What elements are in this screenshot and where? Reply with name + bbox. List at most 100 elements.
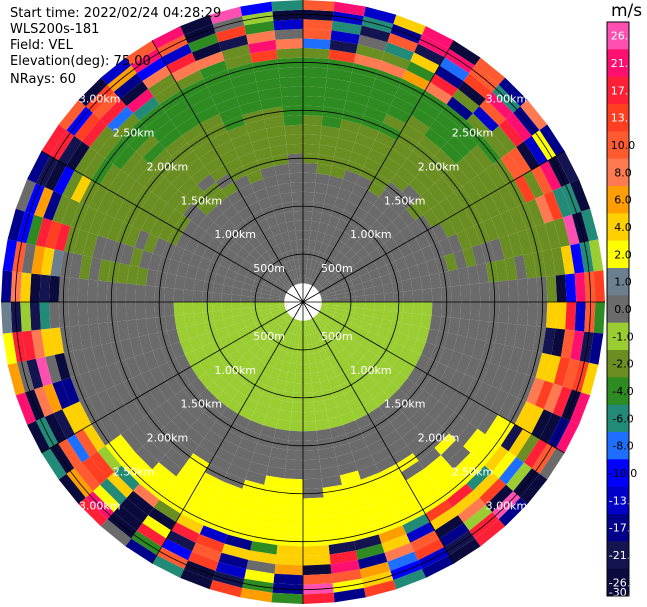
gate-cell [390, 342, 404, 358]
gate-cell [184, 158, 205, 178]
gate-cell [380, 273, 393, 286]
gate-cell [193, 242, 208, 258]
gate-cell [469, 405, 490, 429]
gate-cell [407, 433, 429, 454]
gate-cell [274, 163, 290, 176]
gate-cell [303, 0, 335, 12]
gate-cell [242, 350, 255, 363]
gate-cell [170, 245, 185, 263]
gate-cell [232, 279, 244, 290]
gate-cell [349, 338, 362, 351]
gate-cell [351, 241, 364, 254]
gate-cell [527, 302, 538, 327]
gate-cell [466, 113, 492, 139]
gate-cell [140, 213, 158, 234]
gate-cell [92, 484, 121, 513]
gate-cell [424, 455, 448, 477]
gate-cell [268, 456, 287, 469]
gate-cell [326, 304, 337, 309]
gate-cell [265, 276, 276, 286]
gate-cell [331, 569, 362, 584]
gate-cell [204, 429, 224, 448]
gate-cell [303, 430, 318, 442]
gate-cell [406, 350, 422, 367]
gate-cell [271, 288, 282, 295]
gate-cell [303, 383, 313, 394]
gate-cell [498, 280, 510, 302]
gate-cell [498, 77, 528, 107]
gate-cell [390, 412, 409, 430]
gate-cell [440, 141, 464, 165]
gate-cell [447, 446, 471, 470]
gate-cell [298, 258, 303, 269]
gate-cell [539, 160, 562, 191]
colorbar-segment [607, 295, 629, 324]
gate-cell [207, 507, 234, 526]
gate-cell [363, 430, 383, 447]
gate-cell [322, 233, 333, 246]
gate-cell [232, 314, 244, 325]
gate-cell [365, 261, 378, 273]
gate-cell [112, 434, 136, 460]
gate-cell [248, 550, 277, 565]
gate-cell [73, 229, 89, 256]
range-ring-label: 500m [253, 330, 285, 343]
gate-cell [239, 488, 263, 504]
gate-cell [211, 302, 222, 312]
gate-cell [589, 332, 604, 365]
gate-cell [266, 466, 286, 479]
gate-cell [335, 137, 355, 152]
gate-cell [260, 293, 271, 299]
gate-cell [274, 428, 290, 441]
gate-cell [307, 324, 314, 335]
gate-cell [394, 333, 408, 347]
gate-cell [324, 245, 335, 257]
gate-cell [410, 530, 440, 552]
colorbar-tick-label: 8.0 [614, 166, 632, 179]
gate-cell [89, 451, 115, 479]
gate-cell [82, 424, 106, 452]
gate-cell [317, 370, 329, 382]
gate-cell [120, 497, 149, 524]
gate-cell [189, 253, 203, 268]
gate-cell [250, 541, 278, 555]
range-ring-label: 3.00km [79, 499, 121, 512]
gate-cell [15, 179, 36, 212]
gate-cell [319, 277, 328, 286]
gate-cell [88, 184, 108, 211]
gate-cell [465, 225, 481, 248]
gate-cell [269, 224, 281, 237]
gate-cell [430, 73, 458, 97]
gate-cell [132, 96, 160, 121]
gate-cell [97, 445, 122, 473]
gate-cell [258, 503, 282, 517]
gate-cell [21, 243, 36, 274]
gate-cell [535, 352, 552, 381]
gate-cell [259, 302, 270, 307]
gate-cell [355, 295, 366, 302]
gate-cell [136, 417, 157, 440]
gate-cell [249, 343, 262, 356]
gate-cell [303, 554, 331, 566]
gate-cell [45, 354, 62, 384]
gate-cell [315, 361, 326, 373]
gate-cell [356, 266, 369, 277]
gate-cell [161, 43, 192, 66]
gate-cell [206, 382, 223, 399]
gate-cell [260, 425, 277, 438]
gate-cell [153, 81, 181, 105]
gate-cell [485, 414, 507, 441]
gate-cell [434, 148, 457, 171]
gate-cell [48, 275, 60, 302]
gate-cell [78, 324, 92, 349]
gate-cell [353, 333, 366, 345]
gate-cell [335, 305, 346, 311]
gate-cell [330, 30, 360, 45]
gate-cell [303, 354, 310, 365]
gate-cell [329, 166, 346, 179]
gate-cell [199, 60, 228, 79]
gate-cell [365, 331, 378, 343]
gate-cell [524, 135, 548, 166]
gate-cell [41, 448, 67, 480]
gate-cell [474, 519, 506, 547]
